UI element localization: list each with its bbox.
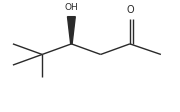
Polygon shape	[68, 17, 75, 44]
Text: OH: OH	[64, 3, 78, 12]
Text: O: O	[126, 4, 134, 15]
